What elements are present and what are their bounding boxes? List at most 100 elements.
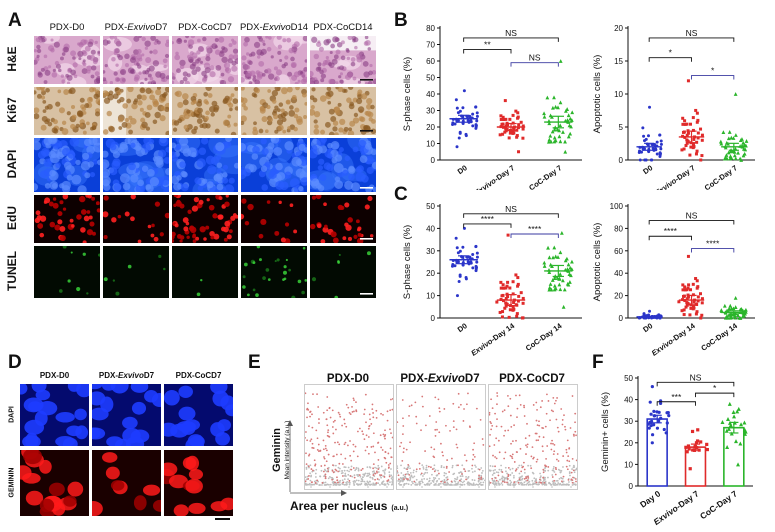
red-point bbox=[402, 447, 405, 450]
red-point bbox=[509, 397, 512, 400]
red-point bbox=[516, 416, 518, 419]
red-point bbox=[550, 409, 553, 412]
grey-point bbox=[373, 470, 375, 473]
red-point bbox=[455, 443, 458, 446]
data-point bbox=[728, 156, 733, 161]
data-point bbox=[454, 98, 458, 102]
data-point bbox=[728, 423, 733, 428]
panel-label-a: A bbox=[8, 10, 22, 31]
red-point bbox=[424, 450, 426, 452]
y-tick-label: 10 bbox=[624, 460, 633, 469]
data-point bbox=[726, 150, 731, 155]
grey-point bbox=[558, 477, 561, 480]
red-point bbox=[311, 481, 313, 484]
red-point bbox=[490, 422, 492, 425]
red-point bbox=[401, 399, 404, 401]
data-point bbox=[700, 301, 704, 305]
grey-point bbox=[459, 483, 462, 486]
data-point bbox=[455, 294, 459, 298]
y-tick-label: 30 bbox=[624, 417, 633, 426]
red-point bbox=[538, 435, 541, 438]
red-point bbox=[463, 468, 465, 470]
red-point bbox=[332, 464, 334, 467]
grey-point bbox=[474, 464, 476, 467]
red-point bbox=[431, 468, 434, 471]
grey-point bbox=[442, 482, 445, 485]
micrograph-tile bbox=[310, 36, 376, 84]
data-point bbox=[677, 300, 681, 304]
data-point bbox=[458, 109, 462, 113]
data-point bbox=[719, 308, 724, 312]
grey-point bbox=[438, 482, 440, 485]
micrograph-tile bbox=[103, 36, 169, 84]
grey-point bbox=[335, 482, 338, 485]
data-point bbox=[686, 79, 690, 83]
data-point bbox=[688, 153, 692, 157]
red-point bbox=[326, 434, 329, 437]
grey-point bbox=[528, 480, 531, 483]
grey-point bbox=[434, 477, 437, 480]
red-point bbox=[471, 464, 474, 467]
red-point bbox=[337, 411, 340, 414]
data-point bbox=[696, 428, 700, 432]
significance-label: NS bbox=[529, 53, 541, 63]
grey-point bbox=[498, 484, 501, 486]
red-point bbox=[335, 428, 337, 431]
red-point bbox=[503, 409, 506, 412]
grey-point bbox=[474, 484, 477, 486]
red-point bbox=[351, 405, 353, 408]
grey-point bbox=[363, 474, 366, 477]
red-point bbox=[413, 480, 416, 483]
grey-point bbox=[418, 484, 421, 486]
data-point bbox=[455, 246, 459, 250]
grey-point bbox=[473, 479, 476, 482]
data-point bbox=[689, 288, 693, 292]
red-point bbox=[368, 413, 371, 416]
data-point bbox=[568, 131, 573, 136]
grey-point bbox=[557, 482, 560, 484]
red-point bbox=[525, 477, 528, 480]
data-point bbox=[659, 416, 663, 420]
grey-point bbox=[346, 483, 348, 485]
data-point bbox=[681, 130, 685, 134]
grey-point bbox=[410, 483, 413, 486]
data-point bbox=[455, 119, 459, 123]
grey-point bbox=[471, 479, 474, 481]
red-point bbox=[547, 466, 550, 468]
red-point bbox=[498, 451, 501, 454]
data-point bbox=[498, 310, 502, 314]
red-point bbox=[421, 405, 424, 408]
grey-point bbox=[455, 484, 458, 486]
grey-point bbox=[372, 482, 375, 485]
data-point bbox=[515, 312, 519, 316]
grey-point bbox=[460, 478, 463, 481]
red-point bbox=[305, 480, 307, 483]
red-point bbox=[542, 476, 545, 479]
red-point bbox=[496, 418, 498, 421]
red-point bbox=[376, 478, 379, 480]
grey-point bbox=[390, 477, 393, 480]
grey-point bbox=[307, 483, 310, 486]
data-point bbox=[548, 133, 553, 138]
red-point bbox=[332, 455, 335, 458]
grey-point bbox=[500, 477, 503, 480]
grey-point bbox=[461, 475, 464, 478]
red-point bbox=[534, 432, 537, 435]
red-point bbox=[349, 454, 352, 457]
data-point bbox=[659, 142, 663, 146]
grey-point bbox=[543, 479, 545, 482]
y-tick-label: 5 bbox=[619, 123, 624, 132]
data-point bbox=[466, 260, 470, 264]
grey-point bbox=[504, 466, 507, 469]
red-point bbox=[538, 478, 541, 481]
grey-point bbox=[359, 475, 362, 478]
grey-point bbox=[521, 475, 523, 478]
data-point bbox=[453, 264, 457, 268]
grey-point bbox=[509, 484, 512, 486]
red-point bbox=[372, 474, 375, 476]
red-point bbox=[541, 400, 544, 402]
grey-point bbox=[369, 476, 372, 479]
grey-point bbox=[370, 483, 373, 486]
category-label: Exvivo-Day 14 bbox=[650, 321, 698, 356]
red-point bbox=[305, 431, 307, 433]
